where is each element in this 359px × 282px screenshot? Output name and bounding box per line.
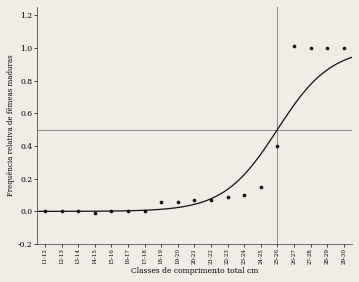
Point xyxy=(92,211,98,215)
Point xyxy=(75,209,81,214)
Point xyxy=(291,44,297,49)
Point xyxy=(258,185,264,189)
Point xyxy=(42,208,48,213)
Point xyxy=(208,198,214,202)
Point xyxy=(108,209,114,214)
Point xyxy=(225,194,230,199)
Point xyxy=(275,144,280,148)
Point xyxy=(324,46,330,50)
Point xyxy=(191,198,197,202)
Point xyxy=(341,46,347,50)
Point xyxy=(175,200,181,205)
Y-axis label: Frequência relativa de fêmeas maduras: Frequência relativa de fêmeas maduras xyxy=(7,55,15,196)
Point xyxy=(158,200,164,205)
Point xyxy=(241,193,247,197)
X-axis label: Classes de comprimento total cm: Classes de comprimento total cm xyxy=(131,267,258,275)
Point xyxy=(308,46,313,50)
Point xyxy=(59,208,64,213)
Point xyxy=(142,208,148,213)
Point xyxy=(125,208,131,213)
